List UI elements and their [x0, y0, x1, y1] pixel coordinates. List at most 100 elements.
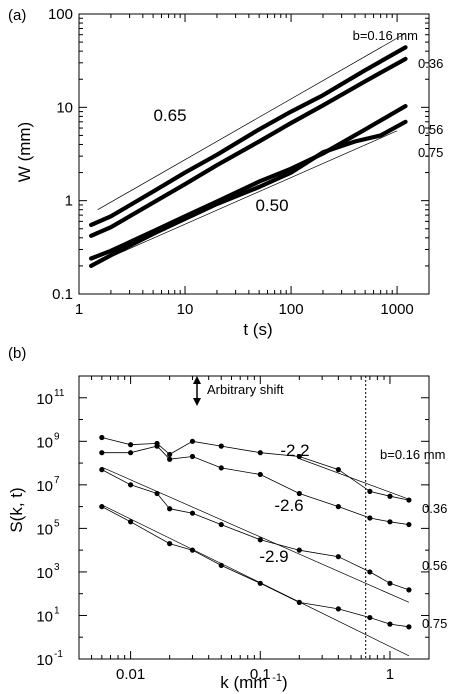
data-point: [189, 438, 196, 444]
x-tick-label: 0.01: [116, 666, 145, 683]
data-point: [335, 467, 341, 473]
data-point: [387, 580, 393, 586]
shift-arrow-head: [193, 376, 201, 384]
series-label: 0.75: [422, 616, 447, 631]
data-point: [128, 450, 134, 456]
data-point: [335, 606, 341, 612]
y-tick-label: 10: [36, 434, 53, 451]
x-axis-label: k (mm -1): [220, 672, 287, 692]
data-point: [406, 497, 412, 503]
reference-line: [110, 130, 398, 258]
y-tick-label: 10: [36, 478, 53, 495]
data-point: [387, 519, 393, 525]
reference-line-label: -2.6: [274, 496, 303, 515]
panel-label: (a): [8, 7, 26, 24]
series: b=0.16 mm: [89, 28, 418, 227]
y-tick-exponent: 1: [54, 605, 60, 616]
y-tick-exponent: 3: [54, 562, 60, 573]
x-tick-label: 10: [177, 301, 194, 318]
series-line: [89, 56, 408, 238]
data-point: [296, 490, 302, 497]
y-tick-label: 10: [36, 652, 53, 669]
data-point: [128, 442, 134, 448]
data-point: [296, 453, 302, 460]
annotation-text: Arbitrary shift: [207, 382, 284, 397]
reference-line: [97, 33, 406, 211]
reference-line: [101, 504, 410, 657]
y-tick-exponent: 11: [54, 388, 65, 399]
data-point: [387, 621, 393, 627]
reference-line-label: -2.2: [280, 441, 309, 460]
y-tick-label: 10: [56, 99, 73, 116]
shift-arrow-head: [193, 398, 201, 406]
data-point: [99, 467, 105, 473]
data-point: [189, 547, 196, 553]
data-point: [406, 521, 412, 528]
data-point: [296, 547, 302, 553]
x-tick-label: 1000: [380, 301, 413, 318]
y-tick-exponent: 7: [54, 475, 60, 486]
reference-line: [101, 466, 410, 603]
series-label: 0.56: [418, 122, 443, 137]
plot-frame: [78, 13, 430, 295]
plot-frame: [78, 375, 430, 660]
series-label: b=0.16 mm: [353, 28, 418, 43]
series: 0.56: [89, 104, 443, 261]
data-point: [167, 451, 173, 458]
data-point: [218, 562, 224, 568]
series-label: b=0.16 mm: [380, 447, 445, 462]
data-point: [257, 580, 263, 586]
reference-line: [299, 458, 410, 500]
data-point: [367, 488, 373, 494]
data-point: [257, 537, 263, 543]
series-line: [89, 104, 408, 261]
y-tick-label: 1: [65, 193, 73, 210]
y-tick-label: 10: [36, 565, 53, 582]
data-point: [367, 569, 373, 575]
series: 0.36: [89, 56, 443, 238]
series-line: [89, 45, 408, 227]
y-tick-exponent: 5: [54, 518, 60, 529]
data-point: [296, 599, 302, 605]
y-tick-exponent: 9: [54, 431, 60, 442]
series-line: [101, 469, 410, 591]
data-point: [189, 453, 196, 460]
data-point: [218, 465, 224, 471]
series-line: [101, 506, 409, 628]
data-point: [154, 490, 160, 497]
y-axis-label: W (mm): [15, 122, 34, 182]
data-point: [99, 504, 105, 510]
reference-line-label: 0.50: [255, 196, 288, 215]
y-tick-label: 10: [36, 521, 53, 538]
data-point: [128, 482, 134, 488]
data-point: [406, 587, 412, 593]
data-point: [406, 624, 412, 630]
data-point: [218, 443, 224, 449]
series-label: 0.36: [418, 56, 443, 71]
data-point: [257, 471, 263, 478]
series: b=0.16 mm: [99, 434, 445, 503]
x-tick-label: 1: [386, 666, 394, 683]
series-line: [89, 119, 408, 268]
data-point: [387, 493, 393, 499]
data-point: [367, 515, 373, 521]
data-point: [257, 450, 263, 456]
data-point: [367, 614, 373, 621]
series-line: [101, 437, 409, 501]
y-tick-label: 100: [48, 6, 73, 23]
series-label: 0.56: [422, 558, 447, 573]
y-tick-label: 10: [36, 608, 53, 625]
data-point: [99, 434, 105, 441]
data-point: [167, 456, 173, 462]
y-tick-label: 0.1: [52, 286, 73, 303]
data-point: [167, 506, 173, 512]
series: 0.56: [99, 467, 447, 593]
series-line: [101, 445, 409, 525]
data-point: [218, 521, 224, 528]
series: 0.75: [89, 119, 443, 268]
y-tick-label: 10: [36, 391, 53, 408]
reference-line-label: -2.9: [259, 547, 288, 566]
